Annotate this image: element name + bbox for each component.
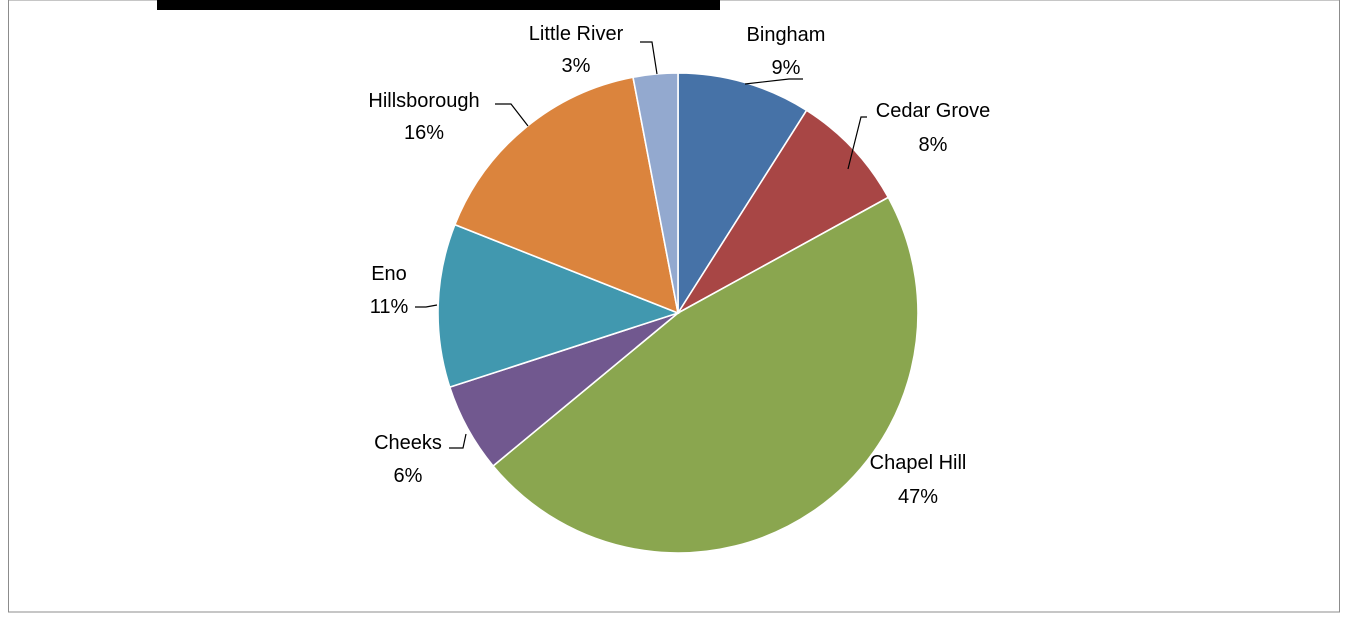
leader-line-cheeks [449,433,467,449]
leader-line-little-river [640,41,658,75]
data-label-cheeks-category: Cheeks [374,432,442,454]
leader-line-bingham [744,78,803,85]
data-label-chapel-hill-percent: 47% [898,486,938,508]
leader-line-cedar-grove [847,116,867,170]
data-label-eno-category: Eno [371,263,407,285]
data-labels: Bingham 9% Cedar Grove 8% Chapel Hill 47% Chee… [368,23,990,508]
data-label-eno-percent: 11% [370,296,409,318]
data-label-hillsborough-percent: 16% [404,122,444,144]
leader-lines [415,41,867,449]
data-label-bingham-category: Bingham [747,24,826,46]
leader-line-hillsborough [495,103,529,127]
leader-line-eno [415,304,438,308]
data-label-cedar-grove-category: Cedar Grove [876,100,991,122]
pie-slice-bingham [677,72,808,316]
data-label-little-river-percent: 3% [562,55,591,77]
data-label-chapel-hill-category: Chapel Hill [870,452,967,474]
clipped-title-bar [157,0,720,10]
data-label-little-river-category: Little River [529,23,624,45]
pie-slices [437,72,919,554]
pie-slice-hillsborough [453,76,680,315]
pie-slice-little-river [632,72,679,314]
pie-slice-eno [437,223,681,389]
data-label-cheeks-percent: 6% [394,465,423,487]
data-label-hillsborough-category: Hillsborough [368,90,479,112]
pie-slice-chapel-hill [491,196,919,554]
data-label-cedar-grove-percent: 8% [919,134,948,156]
data-label-bingham-percent: 9% [772,57,801,79]
